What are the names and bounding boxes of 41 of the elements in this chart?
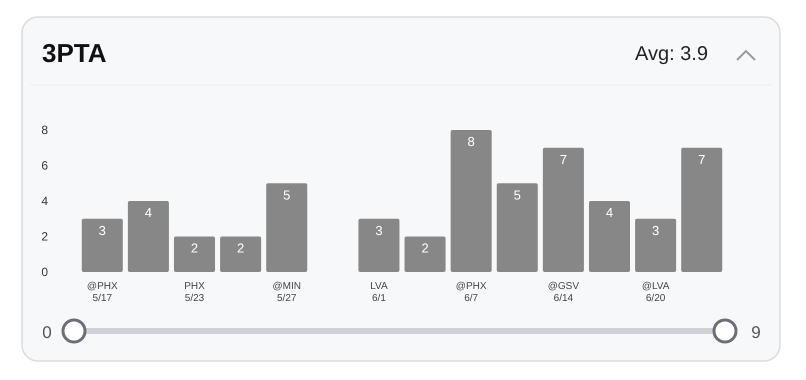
bar xyxy=(635,218,676,272)
x-tick-label: @MIN 5/27 xyxy=(272,281,301,304)
bar xyxy=(128,201,169,272)
x-tick-label: @LVA 6/20 xyxy=(642,281,670,304)
data-label: 8 xyxy=(468,134,475,149)
bar xyxy=(496,183,538,272)
x-tick-label: @PHX 6/7 xyxy=(456,281,487,304)
bar xyxy=(404,236,446,272)
bar xyxy=(450,130,492,272)
data-label: 7 xyxy=(560,152,567,167)
bar xyxy=(542,148,584,272)
data-label: 2 xyxy=(421,240,429,256)
x-tick-label: LVA 6/1 xyxy=(370,281,388,304)
data-label: 2 xyxy=(237,240,244,256)
bar xyxy=(220,236,262,272)
chart-subtitle: Avg: 3.9 xyxy=(634,43,708,65)
data-label: 4 xyxy=(606,205,614,220)
text: 9 xyxy=(751,323,761,342)
y-tick-label: 0 xyxy=(41,265,48,279)
chart-title: 3PTA xyxy=(42,38,107,68)
bar xyxy=(358,218,400,272)
bar xyxy=(174,236,216,272)
bar xyxy=(681,148,722,272)
y-tick-label: 4 xyxy=(41,194,48,208)
data-label: 3 xyxy=(652,222,660,238)
bar xyxy=(588,201,630,272)
data-label: 4 xyxy=(144,205,152,220)
bar xyxy=(82,218,123,272)
y-tick-label: 8 xyxy=(41,123,48,137)
data-label: 5 xyxy=(514,187,521,202)
y-tick-label: 2 xyxy=(41,230,48,244)
data-label: 2 xyxy=(190,240,198,256)
x-tick-label: @PHX 5/17 xyxy=(86,281,118,304)
data-label: 3 xyxy=(375,222,383,238)
x-tick-label: @GSV 6/14 xyxy=(548,281,580,304)
data-label: 5 xyxy=(283,187,290,202)
y-tick-label: 6 xyxy=(41,158,48,172)
x-tick-label: PHX 5/23 xyxy=(184,281,206,304)
bar xyxy=(266,183,308,272)
data-label: 7 xyxy=(698,152,706,167)
data-label: 3 xyxy=(98,222,106,238)
